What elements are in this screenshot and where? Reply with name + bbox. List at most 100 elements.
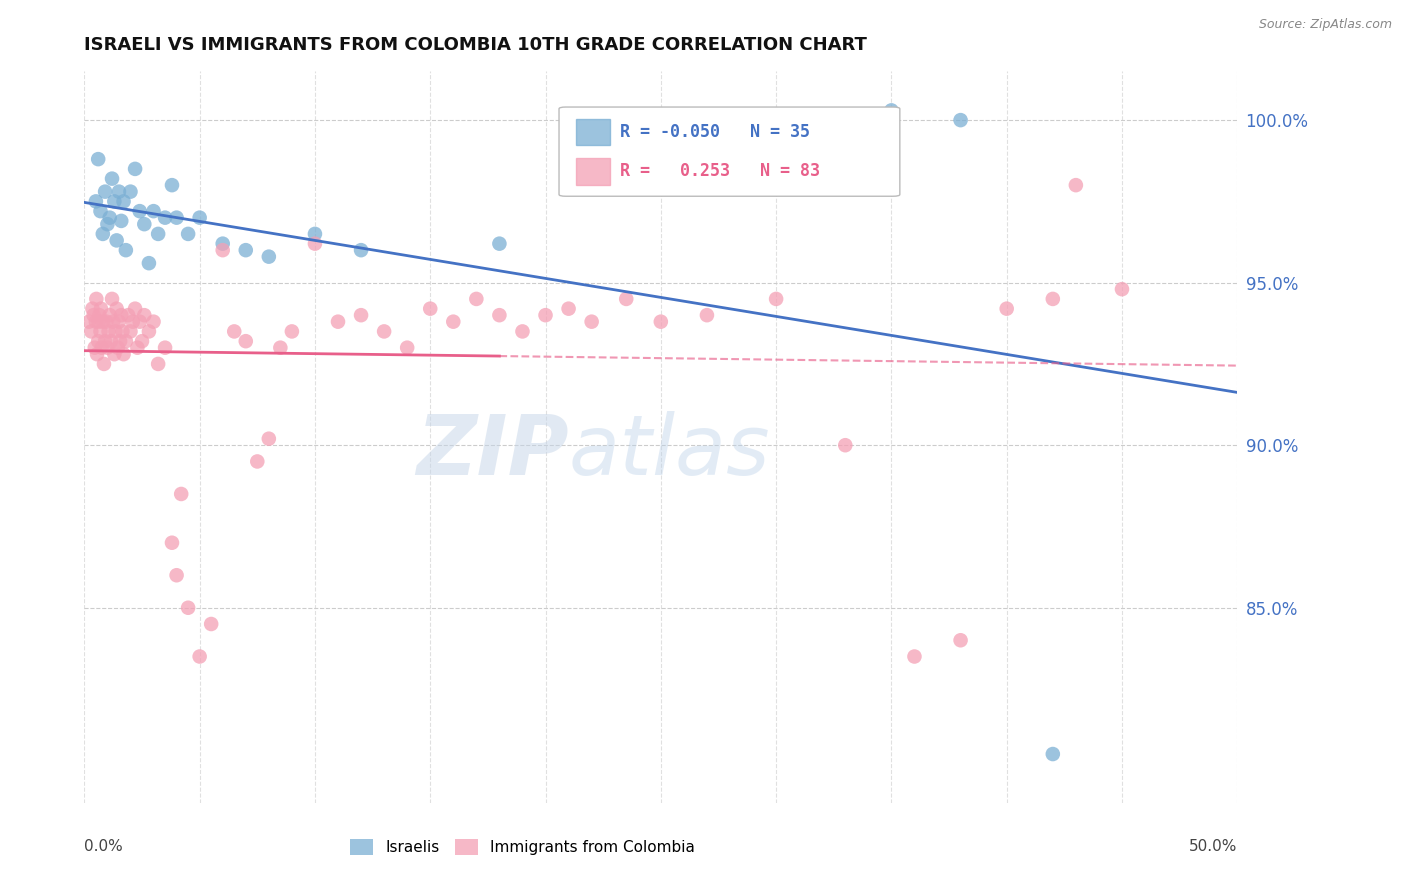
Point: [112, 347, 135, 361]
Point: [89, 204, 111, 219]
Point: [128, 315, 150, 329]
Point: [903, 649, 925, 664]
Point: [87, 315, 110, 329]
Point: [107, 341, 129, 355]
Point: [160, 535, 183, 549]
Point: [1111, 282, 1133, 296]
Point: [96, 341, 118, 355]
Point: [153, 341, 176, 355]
Point: [86, 347, 108, 361]
Point: [89, 325, 111, 339]
Point: [90, 341, 112, 355]
Text: 50.0%: 50.0%: [1189, 839, 1237, 855]
Point: [120, 325, 142, 339]
Point: [89, 308, 111, 322]
Point: [82, 301, 104, 316]
Point: [949, 113, 972, 128]
Bar: [576, 158, 610, 185]
Point: [373, 325, 395, 339]
Point: [614, 292, 637, 306]
Point: [177, 227, 200, 241]
Point: [235, 243, 257, 257]
Point: [101, 292, 124, 306]
Point: [142, 204, 165, 219]
Point: [488, 308, 510, 322]
Point: [465, 292, 488, 306]
Point: [441, 315, 464, 329]
Point: [880, 103, 903, 118]
Point: [512, 325, 534, 339]
Point: [488, 236, 510, 251]
Point: [98, 308, 121, 322]
Point: [108, 185, 131, 199]
Point: [177, 600, 200, 615]
Point: [350, 308, 373, 322]
Point: [153, 211, 176, 225]
Text: R = -0.050   N = 35: R = -0.050 N = 35: [620, 123, 810, 141]
Text: R =   0.253   N = 83: R = 0.253 N = 83: [620, 162, 820, 180]
Point: [103, 315, 124, 329]
Point: [235, 334, 257, 348]
Text: atlas: atlas: [568, 411, 770, 492]
Point: [696, 308, 718, 322]
Point: [124, 161, 146, 176]
Text: ISRAELI VS IMMIGRANTS FROM COLOMBIA 10TH GRADE CORRELATION CHART: ISRAELI VS IMMIGRANTS FROM COLOMBIA 10TH…: [84, 36, 868, 54]
Point: [110, 308, 132, 322]
Point: [246, 454, 269, 468]
Point: [96, 315, 118, 329]
Point: [1064, 178, 1087, 193]
Text: 0.0%: 0.0%: [84, 839, 124, 855]
Point: [557, 301, 579, 316]
Point: [211, 236, 233, 251]
Text: ZIP: ZIP: [416, 411, 568, 492]
Point: [995, 301, 1018, 316]
Point: [765, 292, 787, 306]
Point: [98, 211, 121, 225]
Point: [138, 256, 160, 270]
Point: [949, 633, 972, 648]
Point: [127, 341, 149, 355]
Point: [90, 301, 112, 316]
Point: [419, 301, 441, 316]
Point: [211, 243, 233, 257]
Point: [117, 308, 139, 322]
Point: [281, 325, 304, 339]
Point: [103, 347, 125, 361]
Point: [304, 227, 326, 241]
Point: [83, 341, 105, 355]
Point: [834, 438, 856, 452]
Bar: [576, 119, 610, 145]
Point: [224, 325, 246, 339]
Point: [84, 194, 107, 209]
Point: [134, 308, 156, 322]
Point: [110, 214, 132, 228]
Point: [87, 334, 110, 348]
Point: [269, 341, 291, 355]
Point: [142, 315, 165, 329]
Point: [96, 217, 118, 231]
Point: [115, 243, 138, 257]
Point: [160, 178, 183, 193]
Point: [188, 211, 211, 225]
Point: [112, 194, 135, 209]
Point: [146, 227, 169, 241]
Point: [97, 325, 120, 339]
Point: [87, 152, 110, 166]
Point: [105, 234, 128, 248]
Point: [121, 315, 143, 329]
Point: [94, 334, 117, 348]
Point: [166, 211, 188, 225]
Point: [103, 194, 125, 209]
Point: [257, 432, 280, 446]
Point: [131, 334, 153, 348]
Point: [111, 325, 134, 339]
Legend: Israelis, Immigrants from Colombia: Israelis, Immigrants from Colombia: [344, 833, 702, 861]
Point: [396, 341, 419, 355]
Point: [120, 185, 142, 199]
Point: [80, 325, 103, 339]
Point: [166, 568, 188, 582]
Point: [124, 301, 146, 316]
Point: [104, 325, 127, 339]
Point: [188, 649, 211, 664]
Point: [350, 243, 373, 257]
